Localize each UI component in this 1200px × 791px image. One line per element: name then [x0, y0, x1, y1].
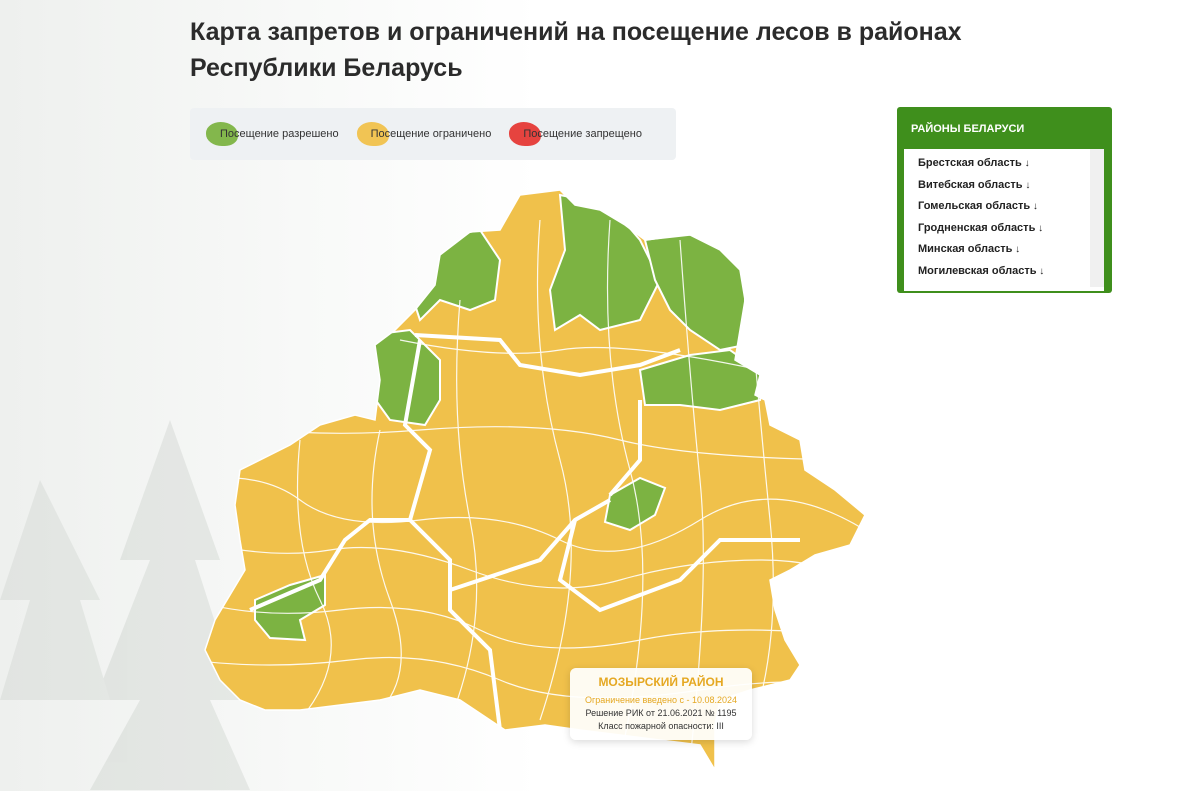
- region-item[interactable]: Могилевская область: [904, 261, 1104, 283]
- legend-item[interactable]: Посещение разрешено: [206, 122, 339, 146]
- legend-label: Посещение запрещено: [523, 128, 642, 140]
- page-title: Карта запретов и ограничений на посещени…: [190, 18, 962, 82]
- region-list: Брестская областьВитебская областьГомель…: [904, 149, 1104, 291]
- tooltip-line: Класс пожарной опасности: III: [598, 721, 724, 731]
- legend-swatch: [356, 122, 389, 146]
- legend-item[interactable]: Посещение запрещено: [509, 122, 642, 146]
- region-item[interactable]: Брестская область: [904, 153, 1104, 175]
- panel-title: РАЙОНЫ БЕЛАРУСИ: [911, 123, 1025, 135]
- tooltip-line: Решение РИК от 21.06.2021 № 1195: [585, 708, 737, 718]
- legend-label: Посещение разрешено: [220, 128, 339, 140]
- scrollbar[interactable]: [1090, 149, 1104, 287]
- region-item[interactable]: Гомельская область: [904, 196, 1104, 218]
- region-item[interactable]: Витебская область: [904, 175, 1104, 197]
- legend-swatch: [206, 122, 238, 146]
- region-item[interactable]: Гродненская область: [904, 218, 1104, 240]
- region-item[interactable]: Минская область: [904, 239, 1104, 261]
- background-trees: [0, 420, 250, 790]
- tooltip: МОЗЫРСКИЙ РАЙОН Ограничение введено с - …: [570, 668, 752, 740]
- legend-swatch: [509, 122, 542, 146]
- legend-label: Посещение ограничено: [370, 128, 492, 140]
- legend: Посещение разрешено Посещение ограничено П…: [190, 108, 676, 160]
- legend-item[interactable]: Посещение ограничено: [356, 122, 492, 146]
- tooltip-line: Ограничение введено с - 10.08.2024: [584, 695, 738, 705]
- districts: [205, 190, 865, 770]
- districts-panel: РАЙОНЫ БЕЛАРУСИ Брестская областьВитебск…: [897, 107, 1112, 293]
- tooltip-title: МОЗЫРСКИЙ РАЙОН: [598, 675, 724, 689]
